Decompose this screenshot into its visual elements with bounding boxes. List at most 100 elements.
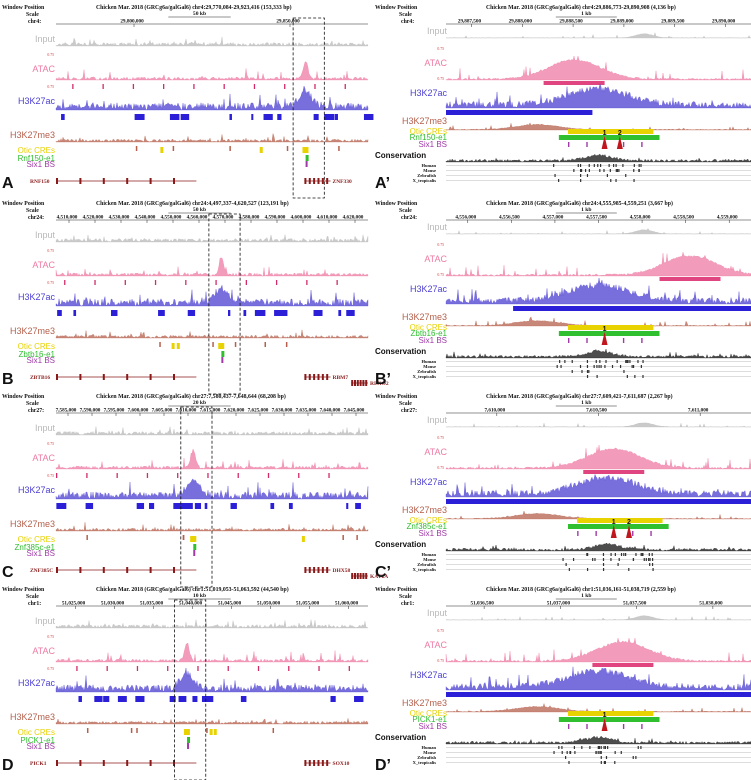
species-block [651, 558, 654, 561]
gene-exon [354, 573, 356, 579]
species-block [648, 558, 650, 561]
species-label: Human [421, 745, 436, 750]
track-label-cre: Znf385c-e1 [407, 522, 448, 531]
chrom-label: chr4: [28, 19, 41, 25]
species-block [581, 746, 583, 749]
atac-peak-mark [348, 666, 350, 671]
species-block [605, 360, 607, 363]
panel-b: Window Position Chicken Mar. 2018 (GRCg6a… [2, 200, 389, 395]
gene-label: ZNF385C [30, 568, 53, 574]
h3k27ac-peak-mark [173, 503, 182, 509]
species-block [614, 761, 616, 764]
h3k27ac-peak-mark [201, 696, 207, 702]
six1-site [568, 724, 570, 729]
h3k27ac-peak-mark [181, 696, 185, 702]
coord-tick-label: 7,590,000 [80, 408, 101, 414]
otic-cre-block [301, 536, 305, 542]
window-position-label: Window Position [2, 394, 45, 400]
h3k27ac-peak-mark [330, 696, 336, 702]
h3k27ac-peak-bar [446, 499, 751, 504]
gene-exon [326, 178, 329, 184]
atac-peak-mark [314, 84, 316, 89]
track-label-six1: Six1 BS [27, 356, 55, 365]
track-label-otic: Otic CREs [18, 342, 55, 351]
species-label: Zebrafish [417, 755, 436, 760]
h3k27ac-peak-mark [184, 503, 193, 509]
atac-peak-mark [257, 666, 260, 671]
species-block [643, 558, 645, 561]
track-label-h3k27me3: H3K27me3 [10, 130, 55, 140]
coord-tick-label: 7,600,000 [128, 408, 149, 414]
species-block [610, 179, 612, 182]
species-block [565, 563, 567, 566]
species-block [596, 365, 598, 368]
six1-site [577, 531, 579, 536]
six1-site [568, 142, 570, 147]
h3k27ac-peak-mark [263, 114, 273, 120]
h3k27ac-peak-mark [355, 503, 361, 509]
species-block [589, 746, 591, 749]
gene-exon [56, 760, 58, 766]
species-block [635, 553, 637, 556]
six1-marker-number: 1 [603, 130, 607, 137]
h3k27ac-peak-mark [313, 114, 319, 120]
panel-letter: D [2, 757, 14, 774]
h3k27ac-peak-mark [251, 114, 254, 120]
coord-tick-label: 4,600,000 [291, 215, 312, 221]
coord-tick-label: 4,556,000 [455, 215, 476, 221]
coord-tick-label: 51,040,000 [179, 601, 203, 607]
six1-site [586, 724, 588, 729]
h3k27ac-peak-mark [134, 114, 145, 120]
gene-exon [304, 178, 307, 184]
h3k27me3-peak-mark [130, 728, 133, 733]
track-label-h3k27ac: H3K27ac [18, 485, 56, 495]
species-block [604, 746, 607, 749]
gene-exon [149, 567, 152, 573]
h3k27me3-signal [55, 133, 369, 143]
species-block [626, 360, 628, 363]
atac-peak-mark [318, 666, 320, 671]
h3k27ac-peak-mark [240, 696, 247, 702]
species-block [615, 179, 617, 182]
coord-tick-label: 4,530,000 [109, 215, 130, 221]
species-label: Mouse [423, 557, 436, 562]
h3k27ac-peak-mark [204, 696, 214, 702]
atac-signal [55, 448, 369, 470]
panel-b-prime: Window Position Chicken Mar. 2018 (GRCg6a… [375, 200, 751, 388]
h3k27ac-signal [55, 478, 369, 500]
scale-label: Scale [399, 12, 412, 18]
track-label-h3k27me3: H3K27me3 [402, 116, 447, 126]
scale-value: 50 kb [193, 207, 206, 213]
species-block [572, 558, 575, 561]
chrom-label: chr1: [28, 601, 41, 607]
species-block [556, 365, 558, 368]
track-label-atac: ATAC [424, 254, 447, 264]
scale-label: Scale [399, 401, 412, 407]
h3k27me3-peak-mark [286, 146, 289, 151]
atac-peak-mark [207, 473, 209, 478]
species-block [579, 365, 582, 368]
panel-a: Window Position Chicken Mar. 2018 (GRCg6a… [2, 4, 374, 199]
conservation-label: Conservation [375, 733, 426, 742]
track-label-otic: Otic CREs [410, 516, 447, 525]
chrom-label: chr4: [401, 19, 414, 25]
species-label: Zebrafish [417, 173, 436, 178]
gene-exon [321, 374, 324, 380]
scale-value: 50 kb [193, 11, 206, 17]
track-scale-value: 0.75 [437, 436, 444, 440]
genome-header: Chicken Mar. 2018 (GRCg6a/galGal6) chr4:… [486, 4, 676, 11]
track-label-cre: Rnf150-e1 [410, 133, 448, 142]
track-scale-value: 0.75 [47, 249, 54, 253]
coord-tick-label: 29,850,000 [276, 19, 300, 25]
atac-peak-mark [223, 84, 225, 89]
six1-site [632, 531, 634, 536]
gene-exon [308, 178, 311, 184]
species-block [628, 568, 630, 571]
species-block [598, 365, 600, 368]
scale-label: Scale [26, 594, 39, 600]
species-block [562, 558, 564, 561]
coord-tick-label: 51,035,000 [140, 601, 164, 607]
species-block [623, 370, 625, 373]
track-label-h3k27me3: H3K27me3 [402, 505, 447, 515]
species-label: Human [421, 359, 436, 364]
